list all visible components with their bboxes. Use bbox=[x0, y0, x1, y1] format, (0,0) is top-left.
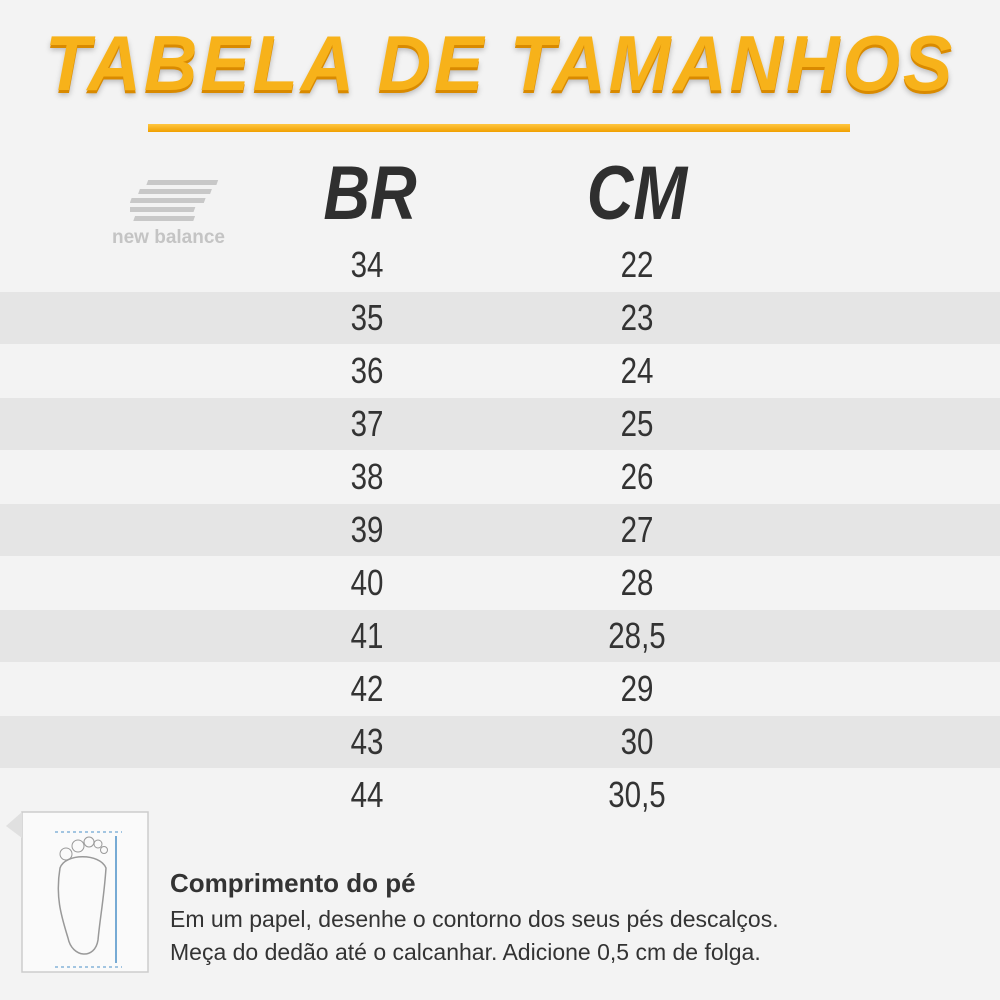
footer-line: Em um papel, desenhe o contorno dos seus… bbox=[170, 906, 779, 932]
table-cell: 39 bbox=[350, 509, 384, 550]
footer-line: Meça do dedão até o calcanhar. Adicione … bbox=[170, 939, 761, 965]
table-cell: 30 bbox=[620, 721, 654, 762]
table-cell: 27 bbox=[620, 509, 654, 550]
table-cell: 23 bbox=[620, 297, 654, 338]
table-cell: 28 bbox=[620, 562, 654, 603]
table-cell: 43 bbox=[350, 721, 384, 762]
row-stripe bbox=[0, 716, 1000, 768]
table-cell: 40 bbox=[350, 562, 384, 603]
brand-name: new balance bbox=[112, 227, 225, 248]
table-cell: 42 bbox=[350, 668, 384, 709]
column-header: BR bbox=[323, 151, 417, 236]
table-cell: 44 bbox=[350, 774, 384, 815]
column-header: CM bbox=[586, 151, 688, 236]
table-cell: 26 bbox=[620, 456, 654, 497]
table-cell: 37 bbox=[350, 403, 384, 444]
table-cell: 25 bbox=[620, 403, 654, 444]
table-cell: 30,5 bbox=[608, 774, 666, 815]
table-cell: 36 bbox=[350, 350, 384, 391]
table-cell: 38 bbox=[350, 456, 384, 497]
table-cell: 24 bbox=[620, 350, 654, 391]
row-stripe bbox=[0, 292, 1000, 344]
row-stripe bbox=[0, 610, 1000, 662]
table-cell: 28,5 bbox=[608, 615, 666, 656]
row-stripe bbox=[0, 398, 1000, 450]
brand-logo bbox=[130, 180, 219, 221]
table-cell: 34 bbox=[350, 244, 384, 285]
foot-icon bbox=[6, 811, 149, 973]
footer-heading: Comprimento do pé bbox=[170, 868, 416, 898]
table-cell: 22 bbox=[620, 244, 654, 285]
title-underline bbox=[148, 124, 850, 132]
title: TABELA DE TAMANHOS bbox=[44, 19, 956, 107]
table-cell: 35 bbox=[350, 297, 384, 338]
table-cell: 41 bbox=[350, 615, 384, 656]
table-cell: 29 bbox=[620, 668, 654, 709]
row-stripe bbox=[0, 504, 1000, 556]
